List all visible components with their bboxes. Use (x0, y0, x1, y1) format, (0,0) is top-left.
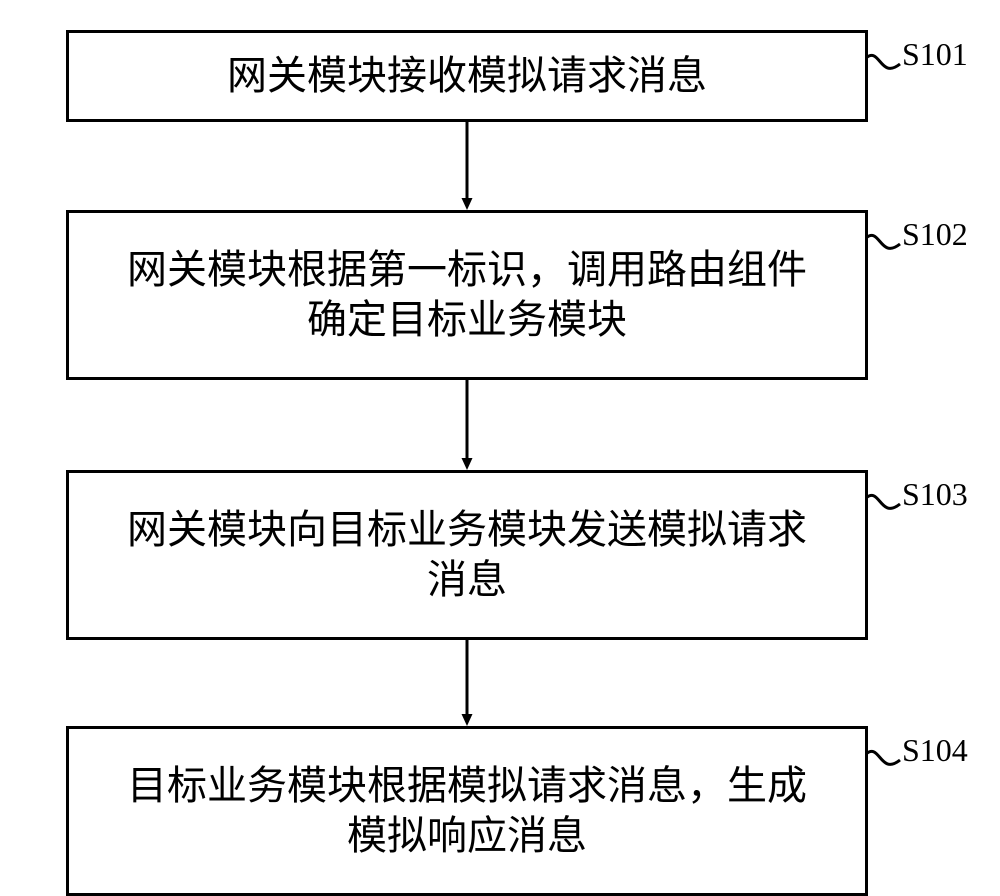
step-label-4: S104 (902, 732, 968, 769)
step-label-3: S103 (902, 476, 968, 513)
flow-node-2: 网关模块根据第一标识，调用路由组件 确定目标业务模块 (66, 210, 868, 380)
step-label-2: S102 (902, 216, 968, 253)
step-label-1: S101 (902, 36, 968, 73)
flowchart-canvas: 网关模块接收模拟请求消息 网关模块根据第一标识，调用路由组件 确定目标业务模块 … (0, 0, 1000, 854)
flow-node-2-text: 网关模块根据第一标识，调用路由组件 确定目标业务模块 (127, 245, 807, 345)
flow-node-1: 网关模块接收模拟请求消息 (66, 30, 868, 122)
flow-node-3-text: 网关模块向目标业务模块发送模拟请求 消息 (127, 505, 807, 605)
flow-node-4-text: 目标业务模块根据模拟请求消息，生成 模拟响应消息 (127, 761, 807, 861)
flow-node-1-text: 网关模块接收模拟请求消息 (227, 51, 707, 101)
flow-node-3: 网关模块向目标业务模块发送模拟请求 消息 (66, 470, 868, 640)
flow-node-4: 目标业务模块根据模拟请求消息，生成 模拟响应消息 (66, 726, 868, 896)
